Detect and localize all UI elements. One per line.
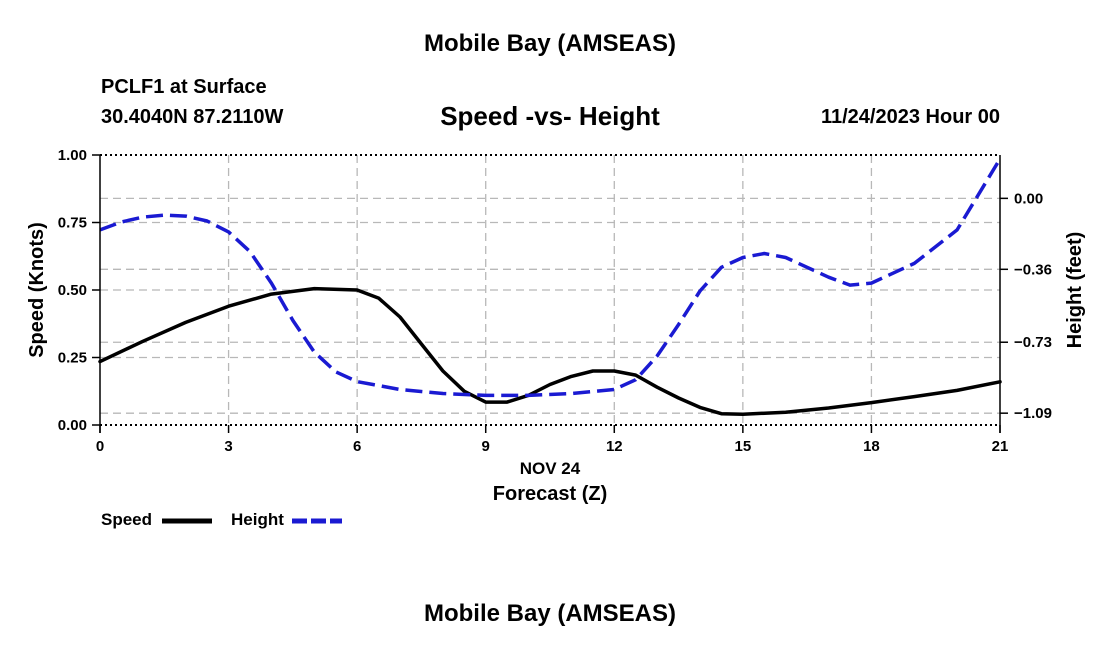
axes: 0 3 6 9 12 15 18 21 0.00 0.25 0.50 0.75 1.00 −1.09 −0.… — [58, 147, 1052, 455]
legend-height-label: Height — [231, 510, 284, 529]
y-left-tick-label: 0.25 — [58, 350, 87, 367]
x-tick-label: 18 — [863, 438, 880, 455]
forecast-date: 11/24/2023 Hour 00 — [820, 106, 1000, 128]
station-label: PCLF1 at Surface — [101, 76, 267, 98]
y-left-tick-label: 0.75 — [58, 215, 87, 232]
page-title-top: Mobile Bay (AMSEAS) — [423, 30, 677, 57]
x-axis-label: Forecast (Z) — [493, 483, 607, 505]
y-axis-right-label: Height (feet) — [1064, 232, 1086, 349]
y-right-tick-label: −1.09 — [1014, 405, 1052, 422]
series-line-speed — [98, 286, 1002, 416]
y-right-tick-label: 0.00 — [1014, 190, 1043, 207]
y-left-tick-label: 1.00 — [58, 147, 87, 164]
x-tick-label: 21 — [992, 438, 1009, 455]
station-coords: 30.4040N 87.2110W — [101, 106, 284, 128]
x-axis-sublabel: NOV 24 — [520, 459, 581, 478]
x-tick-label: 0 — [96, 438, 104, 455]
y-right-tick-label: −0.36 — [1014, 261, 1052, 278]
x-tick-label: 9 — [482, 438, 490, 455]
x-tick-label: 6 — [353, 438, 361, 455]
x-tick-label: 3 — [224, 438, 232, 455]
y-left-tick-label: 0.00 — [58, 417, 87, 434]
y-right-tick-label: −0.73 — [1014, 334, 1052, 351]
x-tick-label: 15 — [735, 438, 752, 455]
series-line-height — [99, 157, 1002, 398]
legend-speed-label: Speed — [101, 510, 153, 529]
legend-height-swatch — [292, 518, 342, 524]
y-axis-left-label: Speed (Knots) — [26, 222, 48, 358]
legend-speed-swatch — [162, 518, 212, 524]
series-layer — [98, 157, 1002, 416]
y-left-tick-label: 0.50 — [58, 282, 87, 299]
chart-title: Speed -vs- Height — [440, 101, 660, 131]
page-title-bottom: Mobile Bay (AMSEAS) — [423, 600, 677, 627]
x-tick-label: 12 — [606, 438, 623, 455]
